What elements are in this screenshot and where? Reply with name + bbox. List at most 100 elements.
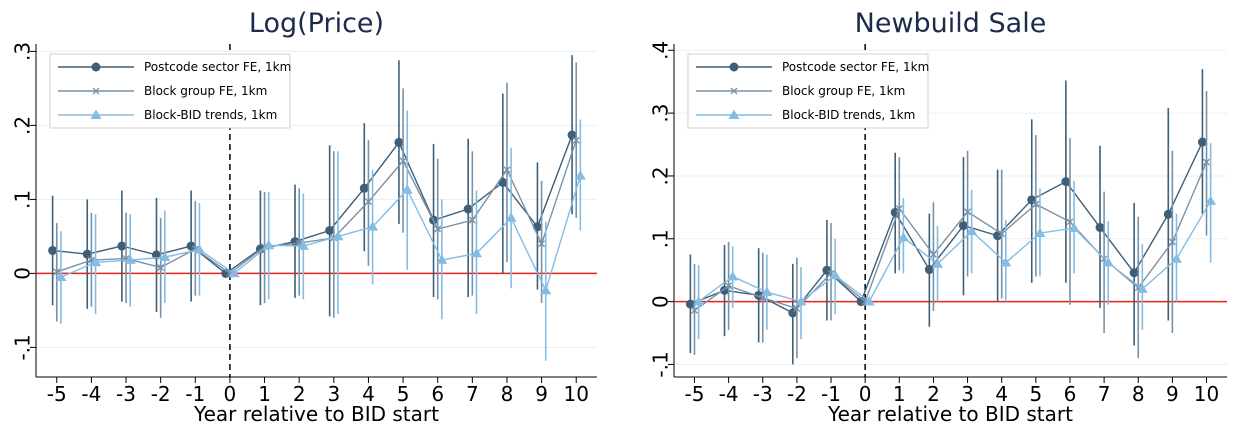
data-point — [1136, 283, 1148, 293]
data-point — [263, 239, 275, 250]
x-tick-label: -3 — [116, 382, 136, 406]
legend-label: Block group FE, 1km — [782, 84, 905, 98]
chart-title: Log(Price) — [249, 8, 384, 39]
legend-label: Block group FE, 1km — [144, 84, 267, 98]
data-point — [117, 241, 127, 251]
series-1 — [690, 91, 1211, 359]
series-line — [690, 141, 1204, 314]
data-point — [55, 271, 67, 281]
data-point — [359, 183, 369, 193]
legend-label: Postcode sector FE, 1km — [144, 60, 291, 74]
data-point — [924, 265, 934, 275]
data-point — [1203, 158, 1211, 166]
data-point — [82, 249, 92, 259]
x-tick-label: 1 — [258, 382, 271, 406]
data-point — [932, 258, 944, 268]
data-point — [436, 254, 448, 264]
data-point — [693, 296, 705, 306]
x-tick-label: 8 — [501, 382, 514, 406]
y-tick-label: -.1 — [649, 351, 673, 377]
data-point — [958, 221, 968, 231]
data-point — [998, 230, 1006, 238]
x-tick-label: 6 — [1064, 382, 1077, 406]
data-point — [470, 247, 482, 258]
y-tick-label: -.1 — [11, 334, 35, 360]
data-point — [725, 282, 733, 290]
data-point — [567, 130, 577, 140]
x-tick-label: 0 — [859, 382, 872, 406]
data-point — [186, 241, 196, 251]
legend-label: Postcode sector FE, 1km — [782, 60, 929, 74]
x-tick-label: -3 — [753, 382, 773, 406]
legend-marker — [90, 109, 102, 119]
data-point — [897, 232, 909, 242]
data-point — [964, 208, 972, 216]
series-line — [60, 175, 582, 293]
series-0 — [48, 55, 577, 317]
data-point — [399, 157, 407, 165]
data-point — [1205, 195, 1217, 205]
data-point — [1168, 238, 1176, 246]
data-point — [1129, 268, 1139, 278]
data-point — [193, 244, 205, 254]
x-tick-label: -5 — [47, 382, 67, 406]
x-tick-label: 9 — [535, 382, 548, 406]
x-tick-label: 5 — [1029, 382, 1042, 406]
chart-title: Newbuild Sale — [855, 8, 1047, 39]
x-tick-label: 4 — [995, 382, 1008, 406]
y-tick-label: .1 — [649, 229, 673, 248]
series-2 — [693, 143, 1217, 340]
x-tick-label: 7 — [466, 382, 479, 406]
x-tick-label: 10 — [563, 382, 588, 406]
data-point — [761, 286, 773, 297]
data-point — [297, 240, 309, 250]
x-tick-label: -4 — [719, 382, 739, 406]
x-tick-label: -2 — [151, 382, 171, 406]
data-point — [434, 225, 442, 233]
legend-marker — [91, 62, 101, 72]
legend-marker — [730, 87, 738, 95]
y-tick-label: .2 — [649, 166, 673, 185]
x-tick-label: 1 — [893, 382, 906, 406]
series-line — [694, 161, 1208, 311]
data-point — [1095, 222, 1105, 232]
data-point — [929, 250, 937, 258]
chart-panel-log-price: Log(Price) -.1 0.1.2.3 -5 -4 -3 -2 -1 0 1 2 3 4 5 6 7 8 9… — [0, 0, 616, 427]
data-point — [1068, 222, 1080, 232]
data-point — [325, 225, 335, 235]
series-line — [52, 134, 573, 275]
data-point — [1163, 209, 1173, 219]
x-tick-label: 2 — [927, 382, 940, 406]
data-point — [1000, 257, 1012, 267]
data-point — [159, 251, 171, 261]
legend-marker — [729, 62, 739, 72]
data-point — [53, 268, 61, 276]
y-tick-label: .2 — [11, 116, 35, 135]
x-tick-label: -4 — [81, 382, 101, 406]
data-point — [795, 296, 807, 306]
data-point — [157, 263, 165, 271]
y-tick-label: 0 — [11, 267, 35, 280]
data-point — [1170, 253, 1182, 263]
x-tick-label: 3 — [961, 382, 974, 406]
data-point — [863, 296, 875, 306]
y-tick-label: .3 — [11, 42, 35, 61]
legend: Postcode sector FE, 1km Block group FE, 1… — [49, 53, 291, 129]
series-line — [56, 139, 577, 275]
data-point — [1066, 218, 1074, 226]
x-tick-label: 5 — [397, 382, 410, 406]
data-point — [727, 270, 739, 281]
data-point — [468, 216, 476, 224]
x-tick-label: 9 — [1166, 382, 1179, 406]
data-point — [505, 212, 517, 222]
data-point — [401, 184, 413, 194]
data-point — [1061, 177, 1071, 187]
data-point — [574, 170, 586, 180]
data-point — [1034, 227, 1046, 237]
data-point — [364, 198, 372, 206]
chart-panel-newbuild-sale: Newbuild Sale -.1 0.1.2.3.4 -5 -4 -3 -2 -1 0 1 2 3 4… — [616, 0, 1233, 427]
data-point — [572, 136, 580, 144]
series-line — [698, 200, 1212, 303]
x-tick-label: -1 — [185, 382, 205, 406]
